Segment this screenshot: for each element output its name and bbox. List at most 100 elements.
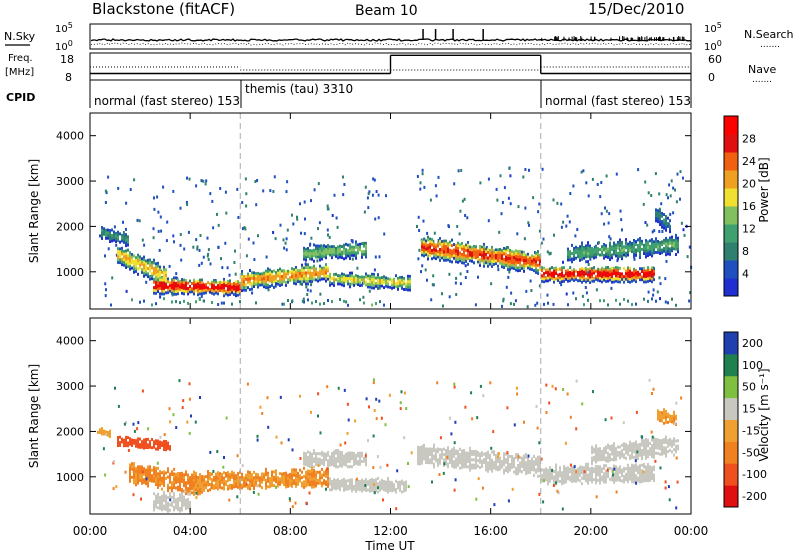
power-cell	[283, 246, 286, 250]
velocity-cell	[159, 475, 161, 479]
power-cell	[327, 274, 329, 278]
power-cell	[538, 229, 541, 233]
velocity-cell	[245, 476, 247, 480]
velocity-cell	[295, 482, 297, 486]
velocity-cell	[665, 438, 667, 442]
velocity-cell	[107, 431, 109, 434]
velocity-cell	[499, 467, 501, 471]
velocity-cell	[169, 480, 171, 484]
power-cell	[117, 260, 119, 264]
power-cell	[284, 241, 287, 245]
power-cell	[521, 256, 523, 259]
power-cell	[421, 253, 423, 257]
velocity-cell	[605, 459, 607, 463]
power-cell	[125, 227, 127, 231]
velocity-cell	[417, 445, 419, 449]
velocity-cell	[627, 447, 629, 451]
velocity-cell	[211, 478, 213, 482]
power-cell	[589, 247, 591, 251]
power-cell	[647, 191, 650, 195]
velocity-cell	[637, 468, 639, 472]
velocity-cell	[155, 442, 157, 446]
velocity-cell	[385, 486, 387, 490]
velocity-cell	[147, 437, 149, 441]
power-cell	[319, 270, 321, 274]
velocity-cell	[595, 457, 597, 461]
velocity-cell	[199, 476, 201, 480]
power-cell	[349, 274, 351, 278]
power-cell	[556, 201, 559, 205]
velocity-cell	[169, 503, 171, 507]
velocity-cell	[201, 490, 203, 494]
velocity-cell	[233, 477, 235, 481]
power-cell	[429, 237, 431, 241]
power-cell	[537, 258, 539, 262]
velocity-cell	[167, 501, 169, 505]
velocity-cell	[185, 481, 187, 485]
power-cell	[407, 285, 409, 289]
velocity-cell	[391, 486, 393, 490]
velocity-cell	[551, 471, 553, 475]
velocity-cell	[599, 465, 601, 469]
power-cell	[299, 269, 301, 273]
velocity-cell	[315, 463, 317, 467]
power-cell	[234, 249, 236, 253]
power-cell	[646, 223, 649, 227]
velocity-cell	[635, 443, 637, 447]
nsky-bottom-tick: 100	[55, 39, 73, 53]
velocity-cell	[359, 462, 361, 466]
velocity-cell	[305, 460, 307, 464]
power-cell	[485, 253, 487, 256]
power-cell	[449, 248, 451, 252]
power-cell	[203, 286, 205, 290]
power-cell	[162, 185, 165, 189]
power-cell	[303, 274, 305, 278]
power-cell	[508, 270, 511, 274]
power-cell	[517, 252, 519, 256]
velocity-cell	[641, 477, 643, 481]
power-cell	[343, 257, 345, 261]
velocity-cell	[235, 482, 237, 486]
power-cell	[353, 253, 355, 257]
velocity-cell	[465, 459, 467, 463]
velocity-cell	[105, 433, 107, 437]
velocity-cell	[635, 454, 637, 458]
velocity-cell	[595, 478, 597, 482]
velocity-cell	[117, 438, 119, 442]
power-cell	[273, 269, 275, 273]
velocity-cell	[487, 461, 489, 465]
velocity-cell	[155, 497, 157, 501]
velocity-cell	[505, 452, 507, 456]
power-cell	[639, 256, 641, 259]
power-cell	[609, 270, 611, 274]
power-cell	[351, 257, 354, 261]
power-cell	[454, 281, 457, 285]
power-cell	[351, 277, 353, 281]
power-cell	[607, 268, 609, 272]
power-cell	[589, 244, 591, 248]
power-cell	[125, 241, 127, 245]
velocity-cell	[241, 464, 244, 468]
power-cell	[123, 235, 125, 239]
velocity-cell	[145, 471, 147, 475]
power-cell	[145, 270, 147, 274]
velocity-cell	[383, 485, 385, 489]
velocity-cell	[185, 489, 187, 493]
power-cell	[445, 242, 447, 246]
power-cell	[609, 249, 611, 253]
power-cell	[385, 281, 387, 285]
power-cell	[215, 291, 217, 295]
power-cell	[127, 259, 129, 263]
freq-panel	[90, 54, 691, 75]
velocity-cell	[171, 486, 173, 490]
velocity-cell	[132, 470, 135, 474]
velocity-cell	[187, 498, 189, 501]
power-cell	[201, 281, 203, 285]
velocity-cell	[473, 458, 475, 462]
velocity-cell	[663, 446, 665, 450]
velocity-cell	[125, 421, 128, 424]
velocity-cell	[386, 463, 389, 467]
power-cell	[110, 303, 112, 307]
velocity-cell	[165, 471, 167, 475]
velocity-cell	[317, 392, 320, 396]
